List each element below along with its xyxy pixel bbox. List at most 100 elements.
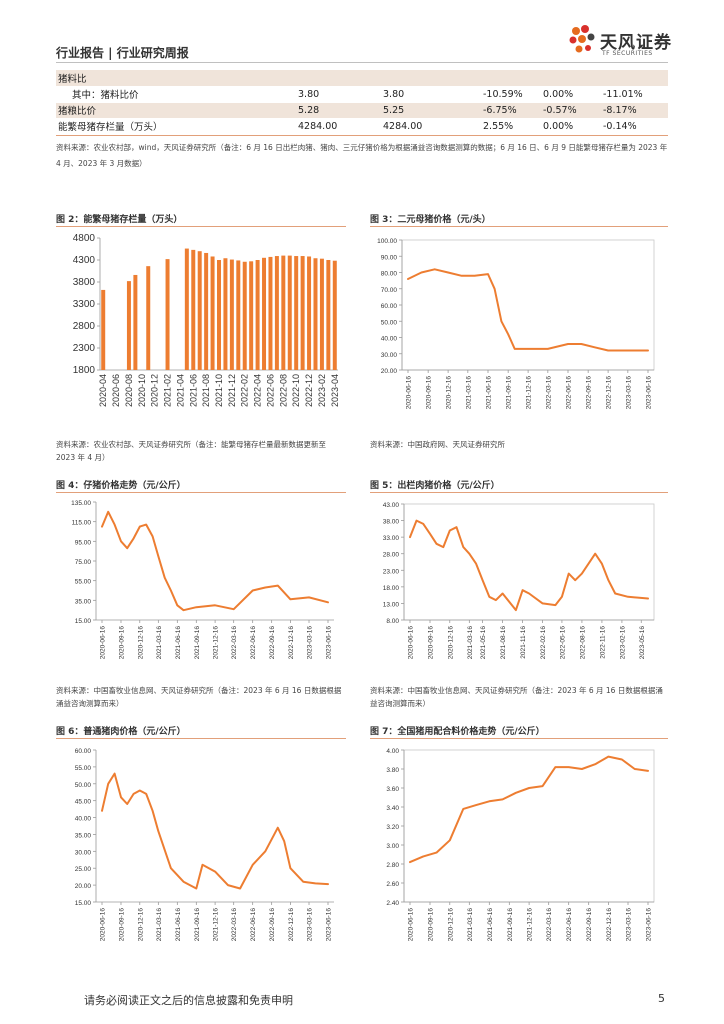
logo-english-name: TF SECURITIES [602,50,653,57]
y-tick-label: 4.00 [386,748,399,755]
x-tick-label: 2020-09-16 [427,908,434,942]
y-tick-label: 3.40 [386,805,399,812]
y-tick-label: 75.00 [75,559,92,566]
x-tick-label: 2022-09-16 [586,908,593,942]
x-tick-label: 2021-12-16 [213,908,220,942]
x-tick-label: 2021-06 [188,374,198,407]
x-tick-label: 2023-06-16 [646,376,653,410]
x-tick-label: 2023-03-16 [625,376,632,410]
series-line [101,510,329,612]
x-tick-label: 2020-12-16 [447,908,454,942]
y-tick-label: 30.00 [381,352,398,359]
bar [191,249,196,370]
fig4-svg: 15.00 35.00 55.00 75.00 95.00 115.00 135.00 202… [71,500,334,660]
y-tick-label: 3.20 [386,824,399,831]
x-tick-label: 2023-02-16 [619,626,626,660]
x-tick-label: 2021-03-16 [156,626,163,660]
x-tick-label: 2020-12-16 [446,376,453,410]
x-tick-label: 2020-08 [124,374,134,407]
table-cell: 2.55% [481,118,541,135]
table-source-note: 资料来源：农业农村部，wind，天风证券研究所（备注：6 月 16 日出栏肉猪、… [56,143,668,168]
y-tick-label: 30.00 [75,849,92,856]
bar [197,251,202,370]
x-tick-label: 2022-03-16 [545,376,552,410]
x-tick-label: 2022-03-16 [546,908,553,942]
figure-2-rule [56,226,346,227]
x-tick-label: 2022-06-16 [566,376,573,410]
x-tick-label: 2020-12-16 [137,626,144,660]
table-bottom-rule [56,135,668,136]
bar [146,266,151,370]
table-cell: -6.75% [481,102,541,119]
fig5-svg: 8.00 13.00 18.00 23.00 28.00 33.00 38.00 43.00 2… [383,502,655,660]
x-tick-label: 2022-09-16 [269,626,276,660]
bar [319,258,324,370]
figure-4-source: 资料来源：中国畜牧业信息网、天风证券研究所（备注：2023 年 6 月 16 日… [56,686,342,708]
x-tick-label: 2021-08 [201,374,211,407]
bar [255,260,260,370]
y-tick-label: 25.00 [75,866,92,873]
series-line [409,755,649,864]
price-summary-table: 猪料比 其中：猪料比价 3.80 3.80 -10.59% 0.00% -11.… [56,70,668,135]
x-tick-label: 2021-06-16 [175,908,182,942]
logo-mark-icon [569,25,595,53]
report-header-title: 行业报告 | 行业研究周报 [56,46,189,60]
y-tick-label: 43.00 [383,502,400,509]
table-cell: 4284.00 [381,118,481,135]
x-tick-label: 2020-06-16 [100,626,107,660]
x-tick-label: 2022-06 [265,374,275,407]
y-tick-label: 20.00 [75,883,92,890]
y-tick-label: 2.80 [386,862,399,869]
x-tick-label: 2021-02 [163,374,173,407]
y-tick-label: 8.00 [386,618,399,625]
figure-6-title: 图 6：普通猪肉价格（元/公斤） [56,727,186,737]
series-line [407,268,649,352]
figure-6-rule [56,738,346,739]
bar [287,255,292,370]
x-tick-label: 2022-08 [278,374,288,407]
x-tick-label: 2020-09-16 [427,626,434,660]
x-tick-label: 2021-09-16 [507,908,514,942]
y-tick-label: 55.00 [75,579,92,586]
x-tick-label: 2020-06-16 [408,908,415,942]
table-cell: -0.14% [601,118,668,135]
bar [126,281,131,370]
x-tick-label: 2021-12-16 [213,626,220,660]
table-cell: -10.59% [481,86,541,103]
y-tick-label: 2800 [73,321,96,332]
x-tick-label: 2020-06-16 [406,376,413,410]
x-tick-label: 2023-03-16 [307,626,314,660]
figure-3-source: 资料来源：中国政府网、天风证券研究所 [370,440,505,449]
y-tick-label: 33.00 [383,535,400,542]
x-tick-label: 2021-12-16 [527,908,534,942]
table-cell [541,70,601,87]
bar [217,260,221,370]
x-tick-label: 2022-04 [253,374,263,407]
x-tick-label: 2023-06-16 [326,626,333,660]
y-tick-label: 3.80 [386,767,399,774]
x-tick-label: 2023-02 [317,374,327,407]
x-tick-label: 2022-12-16 [606,376,613,410]
y-tick-label: 100.00 [377,238,397,245]
table-cell [481,70,541,87]
y-tick-label: 90.00 [381,254,398,261]
fig7-svg: 2.40 2.60 2.80 3.00 3.20 3.40 3.60 3.80 4.00 2020… [386,748,655,942]
table-cell: 能繁母猪存栏量（万头） [56,118,296,135]
x-tick-label: 2022-02 [240,374,250,407]
x-tick-label: 2021-06-16 [175,626,182,660]
bar [281,255,286,370]
figure-7-title: 图 7：全国猪用配合料价格走势（元/公斤） [370,727,545,737]
footer-disclaimer: 请务必阅读正文之后的信息披露和免责申明 [84,994,293,1007]
table-cell: -8.17% [601,102,668,119]
bar [307,256,312,370]
x-tick-label: 2022-12-16 [288,626,295,660]
x-tick-label: 2021-09-16 [194,626,201,660]
table-cell: 其中：猪料比价 [56,86,296,103]
table-cell: 5.25 [381,102,481,119]
y-tick-label: 35.00 [75,832,92,839]
x-tick-label: 2020-09-16 [118,626,125,660]
x-tick-label: 2022-06-16 [250,908,257,942]
x-tick-label: 2020-10 [137,374,147,407]
x-tick-label: 2021-09-16 [506,376,513,410]
header-divider [56,62,668,63]
